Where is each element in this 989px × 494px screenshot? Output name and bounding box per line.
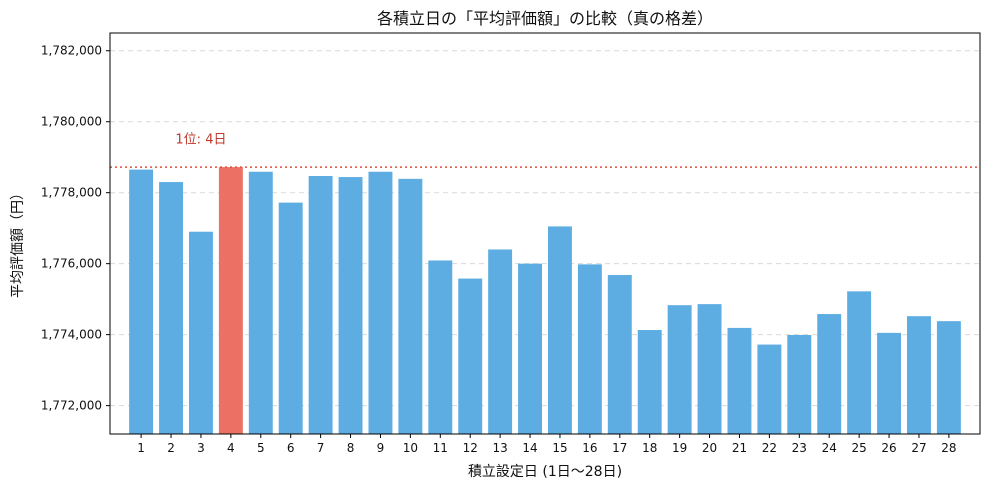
x-tick-label: 23 [792,441,807,455]
x-tick-label: 5 [257,441,265,455]
bar [577,264,602,434]
y-axis-label: 平均評価額（円） [10,186,26,298]
plot-frame [109,32,981,435]
bar [637,330,662,434]
bar [667,305,692,434]
x-tick-label: 15 [552,441,567,455]
y-tick-label: 1,774,000 [41,328,102,342]
x-tick-label: 9 [377,441,385,455]
y-tick-label: 1,776,000 [41,257,102,271]
bar [518,263,543,434]
y-tick-label: 1,778,000 [41,186,102,200]
x-tick-label: 18 [642,441,657,455]
y-tick-label: 1,782,000 [41,44,102,58]
x-tick-label: 8 [347,441,355,455]
x-tick-label: 10 [403,441,418,455]
bar [159,182,183,434]
x-tick-label: 7 [317,441,325,455]
bar [129,169,154,434]
bar [607,275,632,434]
x-tick-label: 24 [822,441,837,455]
y-tick-label: 1,772,000 [41,399,102,413]
x-tick-label: 11 [433,441,448,455]
bar [338,177,363,434]
x-tick-label: 6 [287,441,295,455]
bar-highlight [218,167,243,434]
chart-title: 各積立日の「平均評価額」の比較（真の格差） [377,9,713,28]
bar [488,249,513,434]
bar [278,202,303,434]
x-axis-ticks: 1 2 3 4 5 6 7 8 9 10 11 12 13 14 15 16 17 18 19 20 21 22 23 24 2… [137,434,957,455]
x-tick-label: 21 [732,441,747,455]
bar [368,171,393,434]
bar [308,176,333,434]
bar [697,304,722,434]
x-tick-label: 19 [672,441,687,455]
x-tick-label: 2 [167,441,175,455]
x-tick-label: 22 [762,441,777,455]
bar [428,260,453,434]
x-tick-label: 28 [941,441,956,455]
x-tick-label: 25 [851,441,866,455]
bar [877,332,902,434]
bar [907,316,931,434]
bars [129,167,961,434]
bar [458,278,483,434]
bar [757,344,782,434]
x-tick-label: 26 [881,441,896,455]
bar [188,231,213,434]
bar [847,291,872,434]
bar [398,178,423,434]
y-axis-ticks: 1,772,000 1,774,000 1,776,000 1,778,000 1,78… [41,44,110,413]
x-axis-label: 積立設定日 (1日〜28日) [468,464,622,480]
x-tick-label: 4 [227,441,235,455]
bar [936,321,961,434]
x-tick-label: 13 [492,441,507,455]
x-tick-label: 14 [522,441,537,455]
x-tick-label: 12 [463,441,478,455]
x-tick-label: 3 [197,441,205,455]
bar [248,171,273,434]
bar [817,314,842,434]
bar [787,334,812,434]
bar [547,226,572,434]
x-tick-label: 20 [702,441,717,455]
x-tick-label: 17 [612,441,627,455]
x-tick-label: 1 [137,441,145,455]
x-tick-label: 16 [582,441,597,455]
bar [727,327,752,434]
annotation-label: 1位: 4日 [175,132,226,147]
x-tick-label: 27 [911,441,926,455]
y-tick-label: 1,780,000 [41,115,102,129]
